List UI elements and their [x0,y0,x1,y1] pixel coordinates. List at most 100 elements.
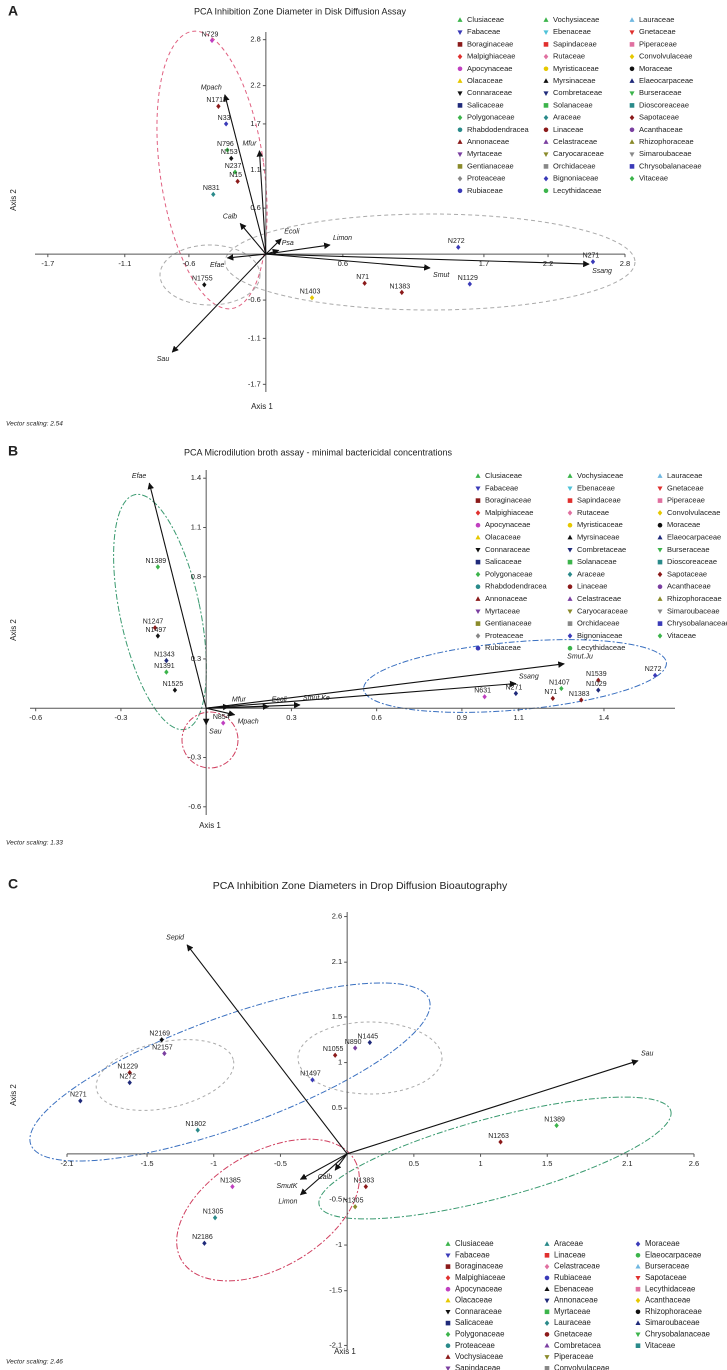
chart-title: PCA Microdilution broth assay - minimal … [184,447,453,457]
point [235,178,240,185]
point [362,280,367,286]
legend-marker [543,30,549,35]
point-label: N272 [119,1073,136,1080]
loading-vector [171,253,267,353]
point-label: N729 [202,31,219,38]
legend-label: Elaeocarpaceae [645,1250,701,1259]
legend-marker [635,1241,641,1247]
legend-marker [445,1286,451,1292]
loading-vector [265,238,282,255]
legend-marker [635,1276,641,1281]
legend-label: Convolvulaceae [667,508,720,517]
loading-vector [147,482,207,709]
point [352,1204,358,1210]
x-tick-label: 1.7 [479,259,489,268]
legend-label: Piperaceae [667,496,705,505]
point-label: N854 [213,714,230,721]
y-tick-label: -1.7 [248,379,261,388]
y-tick-label: 2.1 [332,957,342,966]
vector-label: Calb [223,213,238,220]
point [202,1240,207,1246]
loading-vector [206,680,517,709]
legend-marker [567,559,573,565]
vector-label: SmutK [276,1183,297,1190]
legend-marker [475,621,481,626]
loading-vector [334,1153,348,1171]
point-label: N1383 [569,691,590,698]
x-tick-label: 0.9 [457,713,467,722]
y-tick-label: 0.5 [332,1103,342,1112]
legend-marker [543,175,549,182]
legend-marker [657,633,663,639]
legend-label: Olacaceae [455,1296,492,1305]
point [559,685,564,692]
point-label: N71 [544,689,557,696]
group-ellipse [29,982,431,1162]
legend-label: Piperaceae [639,39,677,48]
legend-label: Myrsinaceae [577,532,620,541]
legend-marker [629,103,635,108]
legend-label: Rhizophoraceae [645,1307,702,1316]
legend-label: Malpighiaceae [485,508,533,517]
legend-marker [543,114,549,121]
legend-marker [657,534,663,540]
legend-label: Rutaceae [553,52,585,61]
legend-label: Fabaceae [455,1250,490,1259]
point [590,259,596,265]
point-label: N1029 [586,681,607,688]
legend-marker [544,1332,550,1337]
legend-marker [567,633,573,639]
point-label: N1385 [220,1178,241,1185]
vector-label: Smut.Ju [567,654,593,661]
legend-label: Rhizophoraceae [639,137,694,146]
vector-scaling-note: Vector scaling: 1.33 [6,840,63,847]
legend-marker [635,1263,641,1269]
legend-label: Ebenaceae [553,27,591,36]
point-label: N71 [356,274,369,281]
legend-marker [629,78,635,83]
legend-marker [635,1297,641,1304]
point-label: N1403 [300,289,321,296]
legend-label: Moraceae [639,64,672,73]
legend-marker [475,486,481,492]
legend-label: Myrtaceae [467,149,502,158]
legend-label: Dioscoreaceae [639,100,689,109]
legend-label: Caryocaraceae [577,606,628,615]
x-tick-label: 1.4 [599,713,609,722]
vector-label: Mpach [238,719,259,726]
y-axis-label: Axis 2 [9,619,18,641]
legend-marker [543,103,549,108]
point [211,191,216,198]
loading-vector [346,1059,639,1155]
legend-marker [457,152,463,157]
legend-marker [457,53,463,60]
legend-marker [657,498,663,503]
legend-label: Chrysobalanaceae [645,1329,710,1338]
point-label: N831 [203,185,220,192]
panel-label: B [8,443,18,459]
legend-label: Acanthaceae [667,582,711,591]
x-tick-label: 2.8 [620,259,630,268]
legend-marker [657,584,663,589]
point [127,1079,132,1086]
legend-label: Gnetaceae [667,483,704,492]
legend-marker [543,188,549,194]
legend-label: Sapindaceae [577,496,621,505]
legend-label: Piperaceae [554,1352,593,1361]
group-ellipse [113,493,207,731]
legend-marker [457,127,463,133]
legend-label: Salicaceae [455,1318,493,1327]
point [332,1052,338,1058]
point [399,289,405,296]
point-label: N1389 [146,558,167,565]
legend-marker [457,91,463,96]
y-tick-label: 2.2 [250,81,260,90]
point-label: N272 [448,238,465,245]
legend-marker [629,127,635,133]
x-tick-label: -1 [210,1159,217,1168]
legend-marker [543,91,549,96]
legend-marker [567,645,573,651]
legend-label: Annonaceae [554,1296,598,1305]
point-label: N271 [583,253,600,260]
legend-label: Connaraceae [485,545,530,554]
